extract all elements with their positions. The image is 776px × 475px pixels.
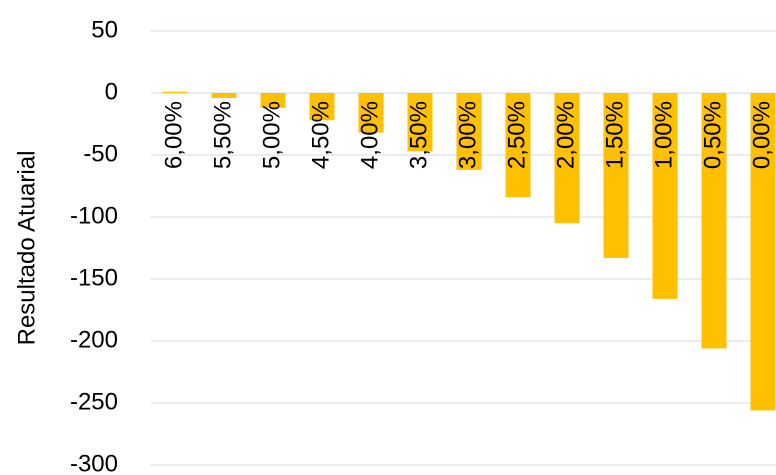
y-tick-label: 0 — [105, 78, 118, 105]
y-axis-title: Resultado Atuarial — [13, 151, 40, 346]
bar — [701, 93, 727, 349]
y-tick-label: -250 — [70, 388, 118, 415]
x-tick-label: 4,50% — [307, 101, 334, 169]
x-tick-label: 2,00% — [552, 101, 579, 169]
bar — [358, 93, 384, 133]
bar — [162, 91, 188, 93]
bar — [211, 93, 237, 98]
x-tick-label: 2,50% — [503, 101, 530, 169]
x-tick-label: 0,00% — [748, 101, 775, 169]
bar — [603, 93, 629, 258]
y-tick-label: -200 — [70, 326, 118, 353]
x-tick-label: 0,50% — [699, 101, 726, 169]
bar — [407, 93, 433, 152]
x-tick-label: 5,00% — [258, 101, 285, 169]
bar — [750, 93, 776, 411]
bar — [652, 93, 678, 299]
x-tick-label: 6,00% — [160, 101, 187, 169]
bar — [505, 93, 531, 198]
y-tick-label: 50 — [91, 16, 118, 43]
bar — [554, 93, 580, 224]
x-tick-label: 5,50% — [209, 101, 236, 169]
x-tick-label: 3,00% — [454, 101, 481, 169]
x-tick-label: 3,50% — [405, 101, 432, 169]
bar — [456, 93, 482, 170]
x-tick-label: 1,50% — [601, 101, 628, 169]
x-tick-label: 4,00% — [356, 101, 383, 169]
y-tick-label: -300 — [70, 450, 118, 475]
x-tick-label: 1,00% — [650, 101, 677, 169]
bar — [309, 93, 335, 121]
y-tick-label: -150 — [70, 264, 118, 291]
y-tick-label: -100 — [70, 202, 118, 229]
y-tick-label: -50 — [83, 140, 118, 167]
bar — [260, 93, 286, 108]
